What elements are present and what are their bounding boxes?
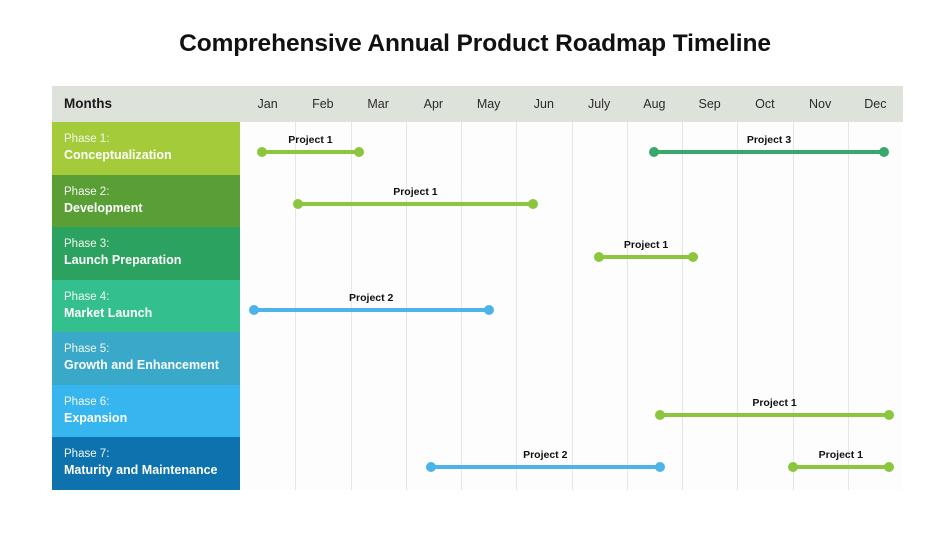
- bar-end-handle-icon[interactable]: [353, 146, 364, 157]
- gridline: [627, 122, 628, 490]
- phase-number-1: Phase 1:: [64, 133, 110, 145]
- month-header-aug: Aug: [643, 97, 666, 111]
- month-header-oct: Oct: [755, 97, 775, 111]
- gridline: [737, 122, 738, 490]
- bar-end-handle-icon[interactable]: [884, 462, 895, 473]
- gridline: [295, 122, 296, 490]
- month-header-july: July: [588, 97, 611, 111]
- bar-end-handle-icon[interactable]: [527, 199, 538, 210]
- phase-number-2: Phase 2:: [64, 185, 110, 198]
- bar-label: Project 1: [288, 133, 333, 146]
- phase-name-4: Market Launch: [64, 305, 153, 320]
- bar-end-handle-icon[interactable]: [884, 409, 895, 420]
- gridline: [351, 122, 352, 490]
- gridline: [848, 122, 849, 490]
- phase-name-7: Maturity and Maintenance: [64, 463, 218, 478]
- phase-name-2: Development: [64, 200, 143, 215]
- phase-number-3: Phase 3:: [64, 238, 110, 251]
- bar-label: Project 1: [623, 239, 669, 251]
- table-header-row: Months Jan Feb Mar Apr May Jun July Aug Sep Oct No…: [52, 86, 903, 122]
- phase-cell-6[interactable]: Phase 6: Expansion: [52, 384, 240, 438]
- gridline: [572, 122, 573, 490]
- phase-cell-5[interactable]: Phase 5: Growth and Enhancement: [52, 332, 240, 385]
- gantt-bar[interactable]: Project 3: [649, 134, 889, 157]
- page-title: Comprehensive Annual Product Roadmap Tim…: [179, 30, 771, 57]
- gantt-bar[interactable]: Project 2: [425, 449, 665, 473]
- bar-start-handle-icon[interactable]: [248, 304, 259, 315]
- gridline: [793, 122, 794, 490]
- bar-end-handle-icon[interactable]: [878, 146, 889, 157]
- month-header-jun: Jun: [533, 97, 554, 111]
- phase-cell-2[interactable]: Phase 2: Development: [52, 174, 240, 228]
- gridline: [682, 122, 683, 490]
- phase-name-3: Launch Preparation: [64, 253, 182, 268]
- bar-start-handle-icon[interactable]: [654, 409, 665, 420]
- month-header-dec: Dec: [864, 97, 887, 111]
- bar-label: Project 1: [393, 186, 438, 199]
- bar-start-handle-icon[interactable]: [594, 252, 605, 262]
- gridline: [406, 122, 407, 490]
- months-header-label: Months: [64, 96, 112, 111]
- month-header-mar: Mar: [367, 97, 389, 111]
- gridline: [516, 122, 517, 490]
- bar-start-handle-icon[interactable]: [257, 146, 268, 157]
- gantt-chart: Months Jan Feb Mar Apr May Jun July Aug Sep Oct No…: [52, 86, 903, 490]
- month-header-may: May: [476, 97, 501, 111]
- bar-end-handle-icon[interactable]: [688, 252, 699, 262]
- bar-start-handle-icon[interactable]: [787, 462, 798, 473]
- gantt-bar[interactable]: Project 2: [248, 292, 494, 315]
- phase-number-5: Phase 5:: [64, 343, 110, 356]
- month-header-feb: Feb: [312, 97, 334, 111]
- timeline-plot-area: Project 1 Project 3 Project 1 Project 1 Proj…: [240, 122, 903, 490]
- month-header-jan: Jan: [257, 97, 278, 111]
- gantt-bar[interactable]: Project 1: [654, 397, 895, 420]
- bar-label: Project 1: [752, 396, 797, 409]
- phase-number-6: Phase 6:: [64, 395, 110, 408]
- phase-cell-4[interactable]: Phase 4: Market Launch: [52, 279, 240, 333]
- gantt-bar[interactable]: Project 1: [293, 186, 538, 210]
- bar-label: Project 2: [523, 449, 568, 462]
- gantt-bar[interactable]: Project 1: [594, 239, 699, 262]
- bar-start-handle-icon[interactable]: [649, 146, 660, 157]
- phase-name-1: Conceptualization: [64, 148, 172, 162]
- phase-cell-1[interactable]: Phase 1: Conceptualization: [52, 122, 240, 175]
- bar-label: Project 2: [349, 291, 394, 304]
- gantt-bar[interactable]: Project 1: [257, 134, 364, 157]
- month-header-apr: Apr: [423, 97, 444, 111]
- bar-start-handle-icon[interactable]: [293, 199, 303, 210]
- phase-number-4: Phase 4:: [64, 290, 110, 303]
- bar-end-handle-icon[interactable]: [483, 304, 494, 315]
- month-header-sep: Sep: [698, 97, 721, 111]
- bar-label: Project 1: [818, 449, 864, 462]
- phase-name-5: Growth and Enhancement: [64, 358, 219, 373]
- gantt-bar[interactable]: Project 1: [787, 449, 895, 473]
- bar-start-handle-icon[interactable]: [425, 462, 436, 473]
- phase-number-7: Phase 7:: [64, 448, 110, 461]
- bar-label: Project 3: [746, 133, 792, 146]
- phase-cell-7[interactable]: Phase 7: Maturity and Maintenance: [52, 437, 240, 490]
- phase-cell-3[interactable]: Phase 3: Launch Preparation: [52, 227, 240, 280]
- gridline: [461, 122, 462, 490]
- chart-body: Project 1 Project 3 Project 1 Project 1 Proj…: [52, 122, 903, 490]
- month-header-nov: Nov: [809, 97, 832, 111]
- bar-end-handle-icon[interactable]: [654, 462, 665, 473]
- phase-name-6: Expansion: [64, 410, 128, 425]
